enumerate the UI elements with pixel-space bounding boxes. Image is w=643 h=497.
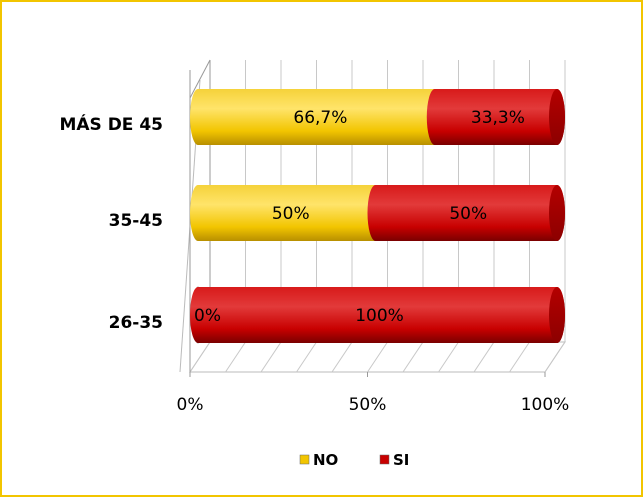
bar-group: 66,7% 33,3% — [190, 89, 565, 145]
value-axis-top-edge — [189, 59, 211, 99]
gridline-floor — [225, 341, 246, 373]
legend-label-si: SI — [393, 451, 409, 469]
gridline-floor — [260, 341, 282, 373]
bar-segment-no — [190, 185, 388, 242]
bar-end-cap — [549, 89, 565, 145]
bar-segment-si — [367, 185, 565, 241]
bar-segment-no — [190, 89, 447, 145]
data-label-si: 100% — [355, 306, 404, 326]
bar-end-cap — [549, 287, 565, 343]
data-label-no: 0% — [194, 306, 221, 326]
bar-segment-si — [426, 89, 565, 145]
bar-group: 0% 100% — [190, 286, 565, 344]
gridline-floor — [331, 341, 353, 373]
legend: NO SI — [299, 451, 409, 469]
gridline-floor — [473, 341, 495, 373]
data-label-si: 33,3% — [471, 108, 525, 128]
category-label: MÁS DE 45 — [59, 113, 163, 135]
gridline-floor — [296, 341, 317, 373]
x-tick-label: 100% — [521, 395, 570, 415]
gridline-floor — [544, 341, 566, 373]
gridline-floor — [367, 341, 388, 373]
legend-label-no: NO — [313, 451, 338, 469]
data-label-no: 66,7% — [293, 108, 347, 128]
data-label-no: 50% — [272, 204, 310, 224]
gridline-floor — [402, 341, 424, 373]
bar-group: 50% 50% — [190, 185, 565, 242]
bar-segment-si — [190, 287, 565, 343]
x-tick-label: 0% — [177, 395, 204, 415]
category-label: 26-35 — [109, 313, 163, 333]
legend-swatch-si — [379, 454, 390, 465]
gridline-floor — [509, 341, 530, 373]
x-tick-label: 50% — [349, 395, 387, 415]
category-label: 35-45 — [109, 211, 163, 231]
gridline-floor — [189, 341, 211, 373]
bar-end-cap — [549, 185, 565, 241]
legend-swatch-no — [299, 454, 310, 465]
gridline-floor — [438, 341, 459, 373]
data-label-si: 50% — [449, 204, 487, 224]
